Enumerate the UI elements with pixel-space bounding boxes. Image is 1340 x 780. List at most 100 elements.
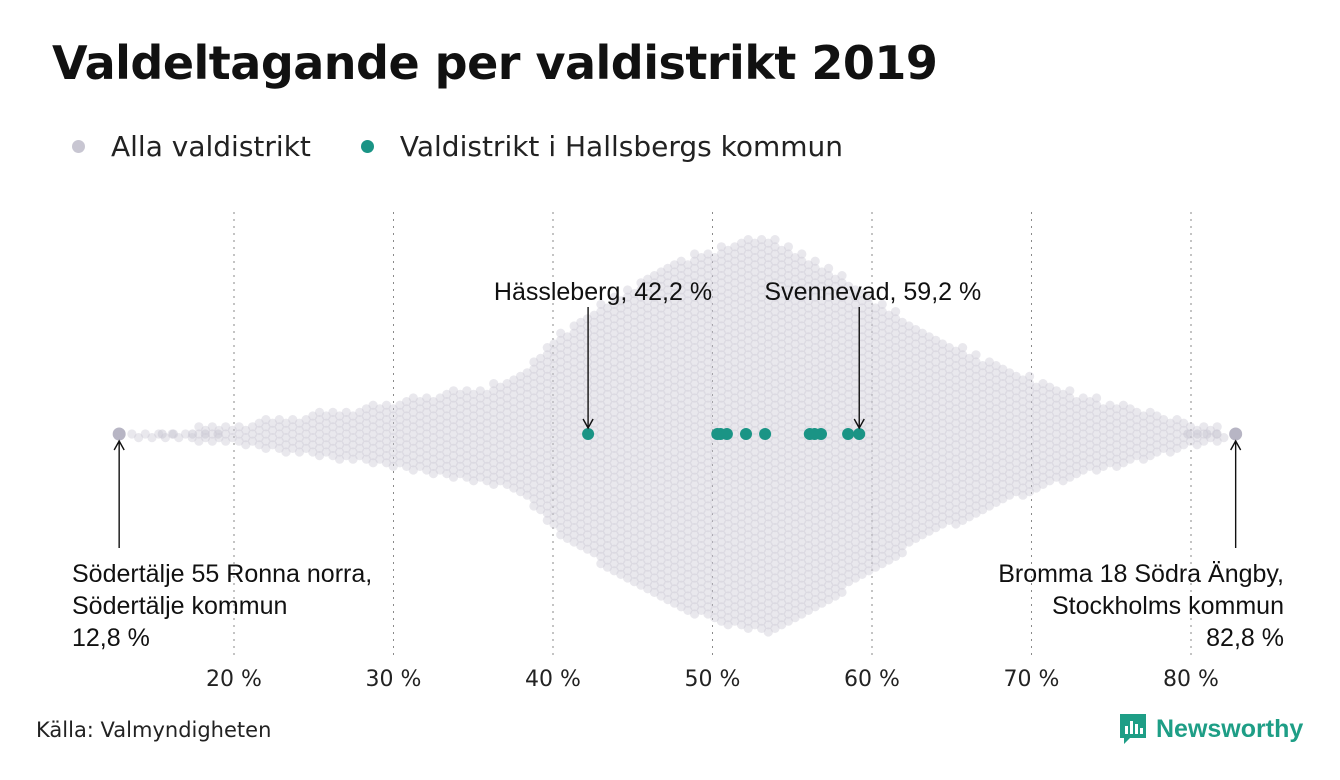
district-point — [743, 407, 753, 417]
district-point — [763, 533, 773, 544]
district-point — [770, 515, 780, 526]
district-point — [710, 577, 720, 587]
district-point — [830, 505, 840, 515]
district-point — [830, 317, 840, 327]
district-point — [683, 361, 693, 371]
district-point — [515, 465, 526, 475]
district-point — [415, 454, 425, 464]
district-point — [643, 303, 653, 313]
district-point — [716, 335, 727, 345]
district-point — [736, 274, 747, 284]
district-point — [750, 310, 760, 320]
district-point — [669, 303, 680, 313]
district-point — [529, 422, 539, 432]
district-point — [790, 411, 800, 421]
district-point — [716, 609, 727, 619]
district-point — [676, 299, 686, 309]
district-point — [743, 364, 753, 374]
district-point — [569, 400, 579, 410]
district-point — [770, 371, 780, 381]
district-point — [636, 371, 646, 381]
district-point — [649, 321, 660, 331]
district-point — [649, 292, 660, 302]
district-point — [810, 357, 820, 367]
brand-logo[interactable]: Newsworthy — [1118, 712, 1303, 746]
district-point — [656, 555, 666, 565]
district-point — [844, 533, 854, 544]
district-point — [656, 274, 666, 284]
district-point — [562, 519, 573, 529]
district-point — [375, 425, 385, 435]
district-point — [569, 350, 579, 360]
district-point — [837, 537, 847, 547]
district-point — [750, 447, 760, 457]
district-point — [743, 479, 753, 489]
district-point — [837, 343, 847, 353]
district-point — [294, 425, 304, 435]
district-point — [669, 289, 680, 299]
district-point — [750, 433, 760, 443]
district-point — [448, 465, 459, 475]
district-point — [703, 494, 713, 504]
district-point — [435, 415, 445, 425]
district-point — [783, 595, 794, 605]
district-point — [669, 497, 680, 507]
district-point — [676, 278, 686, 288]
district-point — [596, 364, 606, 374]
district-point — [542, 487, 552, 497]
district-point — [602, 353, 613, 363]
district-point — [703, 415, 713, 425]
district-point — [824, 422, 834, 432]
district-point — [716, 580, 727, 590]
district-point — [770, 580, 780, 590]
district-point — [750, 476, 760, 486]
district-point — [723, 303, 733, 313]
district-point — [743, 386, 753, 396]
district-point — [616, 346, 626, 356]
district-point — [422, 458, 432, 468]
district-point — [676, 436, 686, 446]
district-point — [623, 530, 633, 540]
district-point — [168, 429, 178, 439]
district-point — [576, 353, 586, 363]
district-point — [696, 361, 706, 371]
district-point — [790, 296, 800, 306]
district-point — [797, 422, 807, 432]
district-point — [656, 562, 666, 572]
district-point — [536, 404, 546, 414]
district-point — [495, 397, 505, 407]
district-point — [783, 487, 794, 497]
district-point — [757, 364, 767, 374]
district-point — [643, 389, 653, 399]
district-point — [716, 386, 727, 396]
district-point — [696, 447, 706, 457]
district-point — [1202, 429, 1212, 439]
district-point — [783, 415, 794, 425]
district-point — [703, 487, 713, 497]
district-point — [763, 562, 773, 572]
district-point — [757, 537, 767, 547]
district-point — [522, 447, 532, 457]
district-point — [495, 454, 505, 464]
district-point — [716, 559, 727, 569]
district-point — [602, 411, 613, 421]
district-point — [817, 289, 827, 299]
district-point — [643, 512, 653, 522]
district-point — [850, 343, 861, 353]
district-point — [522, 440, 532, 450]
district-point — [783, 515, 794, 526]
district-point — [609, 422, 619, 432]
district-point — [629, 411, 639, 421]
district-point — [750, 469, 760, 479]
district-point — [247, 429, 258, 439]
district-point — [656, 505, 666, 515]
district-point — [750, 389, 760, 399]
district-point — [676, 523, 686, 533]
district-point — [777, 447, 787, 457]
district-point — [676, 350, 686, 360]
district-point — [589, 389, 599, 399]
district-point — [763, 541, 773, 551]
district-point — [703, 278, 713, 288]
district-point — [623, 436, 633, 446]
district-point — [803, 591, 814, 601]
